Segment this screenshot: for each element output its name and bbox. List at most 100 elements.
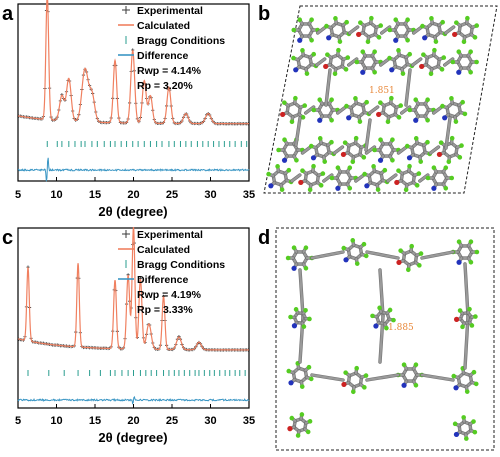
atom [409,243,414,249]
atom [443,165,449,170]
atom [406,267,411,273]
bond-highlight [386,173,397,183]
calculated-line-a [17,0,249,125]
atom [389,95,394,101]
legend-marker-experimental-a [122,6,130,14]
atom [347,186,353,191]
bond-highlight [418,173,429,183]
atom [464,389,470,394]
atom [407,51,413,57]
atom [311,107,317,113]
atom [343,257,349,263]
atom [282,100,287,105]
bond-highlight [463,262,470,318]
atom [449,135,455,141]
atom [364,183,370,189]
atom [440,19,445,25]
atom [404,143,410,149]
atom [310,155,317,161]
atom [354,59,360,65]
molecular-framework-b [266,15,480,193]
legend-label-bragg-c: Bragg Conditions [137,259,225,271]
atom [306,364,312,370]
atom [449,96,454,101]
bond-highlight [310,250,345,260]
atom [432,47,437,53]
experimental-markers-a [17,8,250,126]
atom [436,151,443,158]
bond-highlight [378,268,385,318]
atom [433,39,439,44]
atom [285,255,291,261]
bond-highlight [404,68,412,107]
atom [350,238,356,243]
atom [294,158,299,163]
atom [372,147,377,153]
atom [456,259,462,265]
bond-highlight [336,105,347,115]
atom [288,314,293,320]
atom [335,185,341,191]
atom [396,168,401,173]
atom [442,115,448,121]
atom [453,385,459,391]
plot-frame-a [17,3,250,182]
atom [471,419,476,424]
atom [286,167,292,173]
atom [421,52,426,57]
atom [299,412,305,417]
atom [378,100,383,105]
atom [425,175,431,181]
atom [343,370,348,375]
bond-highlight [365,373,400,382]
legend-label-experimental-a: Experimental [137,5,203,17]
atom [452,31,458,38]
atom [346,115,352,121]
atom [307,187,313,193]
atom [468,70,473,75]
atom [329,139,334,145]
atom [390,158,395,163]
atom [362,385,367,390]
atom [309,17,314,22]
atom [289,415,295,421]
x-tick-label: 10 [50,415,62,427]
atom [396,48,401,53]
atom [377,157,384,163]
atom [387,27,393,33]
atom [460,324,465,330]
bragg-ticks-c [27,370,246,376]
distance-label-d: 1.885 [388,323,414,333]
atom [453,316,460,322]
atom [431,165,437,170]
x-tick-label: 10 [50,189,62,201]
atom [279,187,285,192]
atom [468,49,473,54]
atom [361,241,367,247]
atom [291,323,298,329]
atom [300,48,305,53]
legend-label-calculated-c: Calculated [137,244,190,256]
atom [300,115,306,120]
bond-highlight [310,373,345,382]
bond-highlight [290,173,301,183]
atom [443,186,449,191]
atom [303,307,308,313]
atom [303,245,309,250]
atom [340,151,347,158]
atom [309,38,314,43]
atom [428,71,434,77]
atom [382,167,388,173]
x-tick-label: 15 [89,189,101,201]
atom [406,155,413,161]
bond-highlight [444,25,455,35]
atom [298,179,304,186]
atom [291,27,297,33]
bond-highlight [322,173,333,183]
legend-label-experimental-c: Experimental [137,229,203,241]
atom [473,314,478,319]
atom [303,266,309,271]
atom [341,245,347,251]
atom [300,168,305,173]
